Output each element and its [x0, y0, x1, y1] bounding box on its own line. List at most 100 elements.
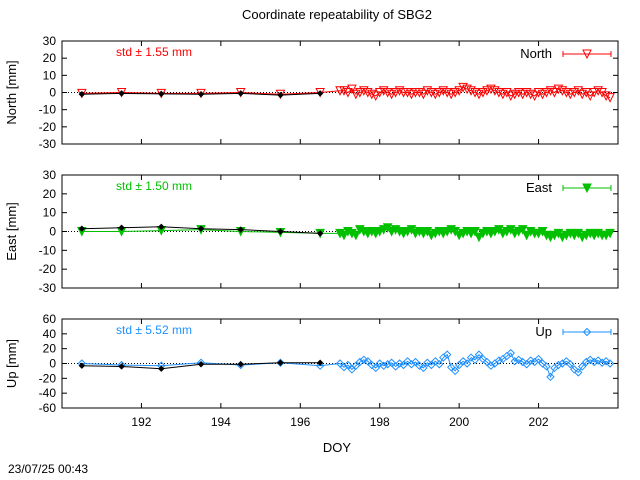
data-point — [462, 84, 472, 95]
data-point — [419, 363, 428, 373]
y-tick-label: -10 — [39, 243, 57, 257]
data-point — [538, 359, 547, 368]
data-point — [370, 91, 381, 102]
data-point — [605, 228, 615, 239]
data-point — [315, 361, 325, 370]
data-point — [395, 359, 404, 368]
mean-point — [237, 226, 244, 233]
mean-point — [316, 359, 324, 366]
data-point — [478, 354, 488, 364]
data-point — [379, 361, 388, 370]
data-point — [513, 88, 524, 98]
data-point — [359, 355, 369, 364]
data-point — [510, 357, 519, 366]
data-point — [458, 357, 468, 366]
data-point — [466, 86, 476, 96]
data-point — [589, 88, 599, 98]
data-point — [382, 88, 393, 98]
data-point — [431, 357, 440, 366]
x-axis-label: DOY — [323, 440, 352, 455]
mean-point — [197, 225, 205, 232]
data-point — [371, 363, 380, 373]
data-point — [375, 359, 384, 368]
data-point — [386, 89, 397, 100]
y-tick-label: -20 — [39, 262, 57, 276]
mean-point — [197, 91, 205, 98]
legend-marker — [582, 49, 592, 60]
data-point — [443, 350, 452, 359]
data-point — [553, 84, 564, 95]
legend-marker — [582, 327, 592, 337]
data-point — [474, 232, 484, 243]
data-point — [506, 348, 515, 358]
data-point — [407, 360, 416, 369]
data-point — [414, 88, 425, 98]
data-point — [403, 357, 412, 366]
data-point — [486, 84, 496, 95]
data-point — [526, 356, 535, 365]
north-panel: -30 -20 -10 0 10 20 30 North [mm] std ± 1.55 mm N… — [4, 34, 619, 151]
data-point — [339, 86, 349, 96]
data-point — [426, 88, 437, 98]
mean-point — [277, 91, 284, 99]
y-tick-label: 20 — [43, 187, 57, 201]
data-point — [517, 89, 528, 100]
data-point — [474, 350, 484, 359]
data-point — [518, 357, 527, 367]
data-point — [494, 356, 504, 365]
data-point — [339, 230, 349, 241]
data-point — [486, 361, 496, 370]
data-point — [545, 86, 556, 96]
mean-point — [237, 90, 244, 97]
data-point — [601, 91, 611, 102]
data-point — [415, 361, 424, 370]
data-point — [355, 357, 365, 367]
data-point — [561, 88, 572, 98]
x-tick-label: 200 — [449, 415, 469, 429]
data-point — [537, 89, 548, 100]
data-point — [355, 88, 365, 98]
mean-point — [158, 90, 165, 98]
data-point — [597, 88, 607, 98]
data-point — [458, 82, 468, 93]
data-point — [383, 360, 392, 369]
mean-point — [78, 362, 86, 369]
data-point — [585, 355, 595, 364]
data-point — [422, 86, 433, 96]
data-point — [501, 88, 512, 98]
data-point — [577, 89, 588, 100]
y-tick-label: -20 — [39, 120, 57, 134]
data-point — [574, 368, 583, 377]
east-panel: -30 -20 -10 0 10 20 30 East [mm] std ± 1.50 mm Ea… — [4, 168, 619, 295]
mean-point — [158, 223, 165, 230]
data-point — [581, 88, 592, 98]
mean-point — [78, 91, 86, 98]
data-point — [470, 355, 480, 364]
data-point — [435, 360, 444, 369]
data-point — [490, 86, 500, 96]
data-point — [525, 89, 536, 100]
data-point — [565, 89, 576, 100]
y-tick-label: 20 — [43, 51, 57, 65]
y-tick-label: 60 — [43, 312, 57, 326]
mean-point — [277, 359, 284, 366]
data-point — [494, 88, 504, 98]
data-point — [446, 89, 457, 100]
mean-point — [118, 90, 125, 97]
data-point — [541, 88, 552, 98]
data-point — [438, 86, 449, 96]
data-point — [578, 362, 587, 371]
data-point — [585, 91, 596, 102]
data-point — [374, 88, 385, 98]
data-point — [533, 88, 544, 98]
data-point — [549, 88, 560, 98]
data-point — [601, 357, 611, 366]
legend-label: North — [520, 46, 552, 61]
data-point — [521, 88, 532, 98]
data-point — [514, 355, 523, 364]
data-point — [343, 360, 353, 370]
data-point — [442, 88, 453, 98]
y-tick-label: 20 — [43, 342, 57, 356]
data-point — [466, 353, 476, 362]
